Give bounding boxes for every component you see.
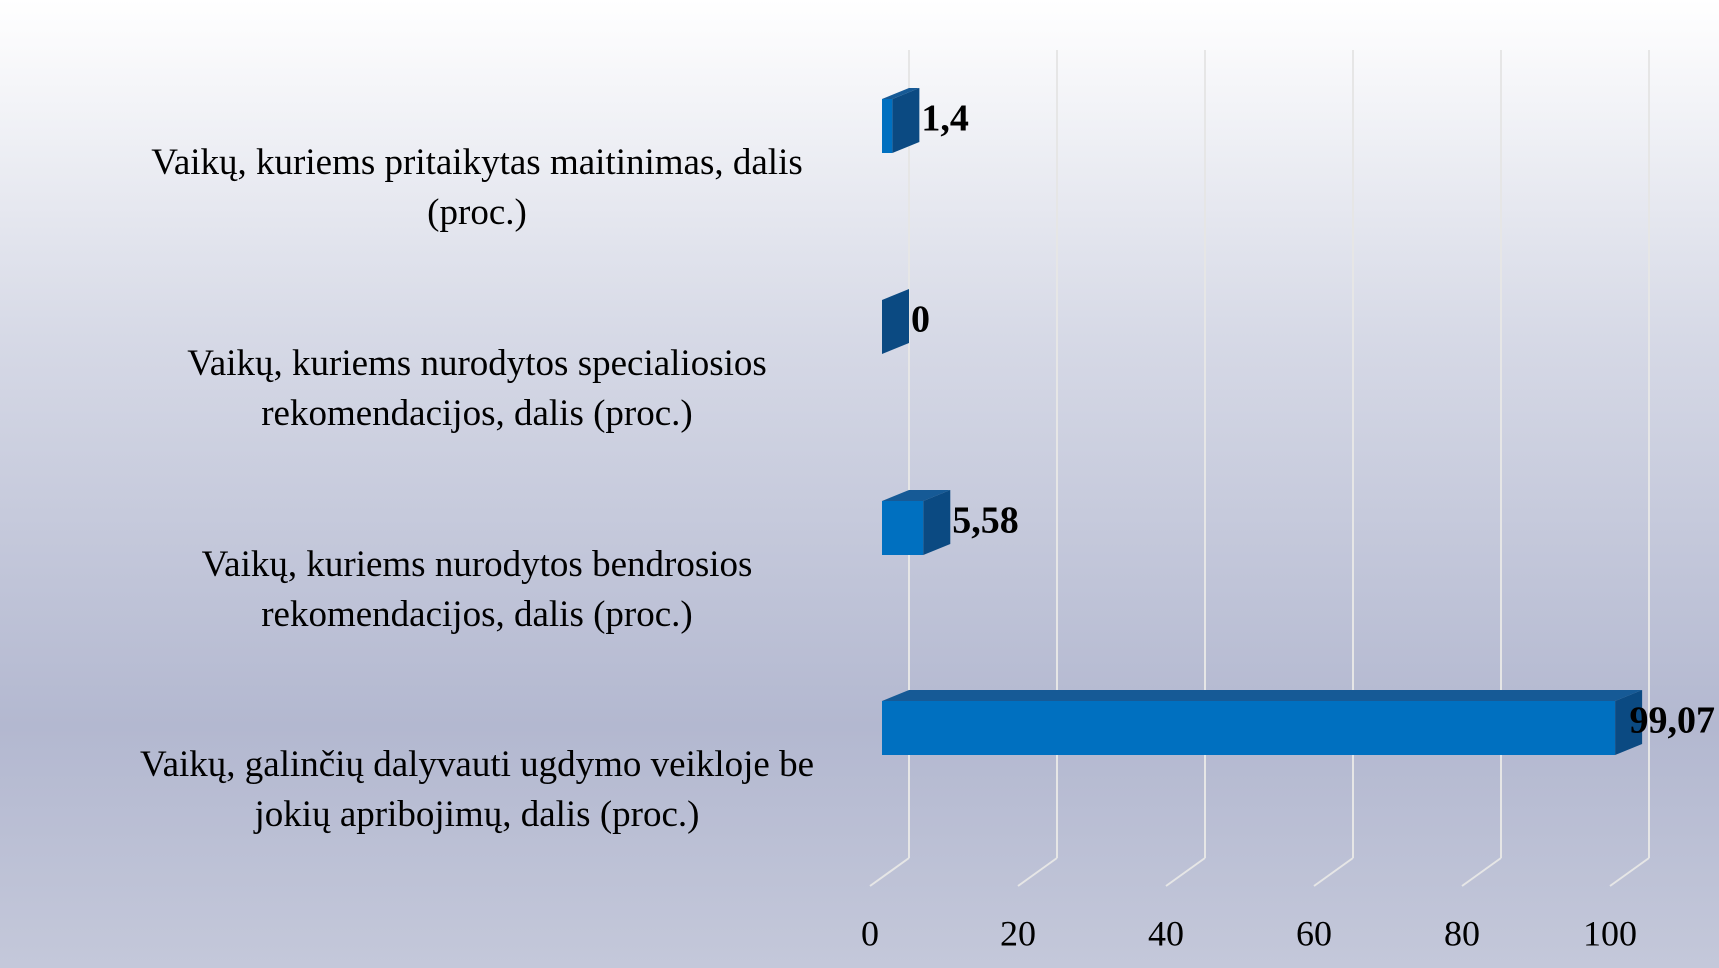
value-label: 1,4: [921, 98, 969, 140]
category-label: Vaikų, galinčių dalyvauti ugdymo veikloj…: [139, 744, 815, 835]
bar-top: [882, 88, 920, 99]
floor-line: [1017, 857, 1058, 887]
floor-line: [1609, 857, 1650, 887]
category-label: Vaikų, kuriems pritaikytas maitinimas, d…: [151, 142, 803, 233]
value-label: 0: [911, 299, 930, 341]
floor-line: [1165, 857, 1206, 887]
category-label: Vaikų, kuriems nurodytos specialiosios r…: [187, 343, 767, 434]
bar-top: [882, 690, 1643, 701]
bar: [882, 501, 924, 555]
bar-side: [1615, 690, 1643, 755]
category-label: Vaikų, kuriems nurodytos bendrosios reko…: [201, 544, 753, 635]
floor-line: [869, 857, 910, 887]
x-tick-label: 60: [1296, 913, 1332, 953]
value-label: 99,07: [1630, 700, 1716, 742]
x-tick-label: 20: [1000, 913, 1036, 953]
floor-line: [1461, 857, 1502, 887]
value-label: 5,58: [952, 500, 1019, 542]
x-tick-label: 80: [1444, 913, 1480, 953]
x-tick-label: 40: [1148, 913, 1184, 953]
bar: [882, 701, 1616, 755]
bar-top: [882, 490, 951, 501]
bar-side: [923, 490, 951, 555]
bar-side: [882, 289, 909, 354]
x-tick-label: 0: [861, 913, 879, 953]
bar: [882, 99, 893, 153]
floor-line: [1313, 857, 1354, 887]
x-tick-label: 100: [1583, 913, 1637, 953]
bar-side: [892, 88, 920, 153]
